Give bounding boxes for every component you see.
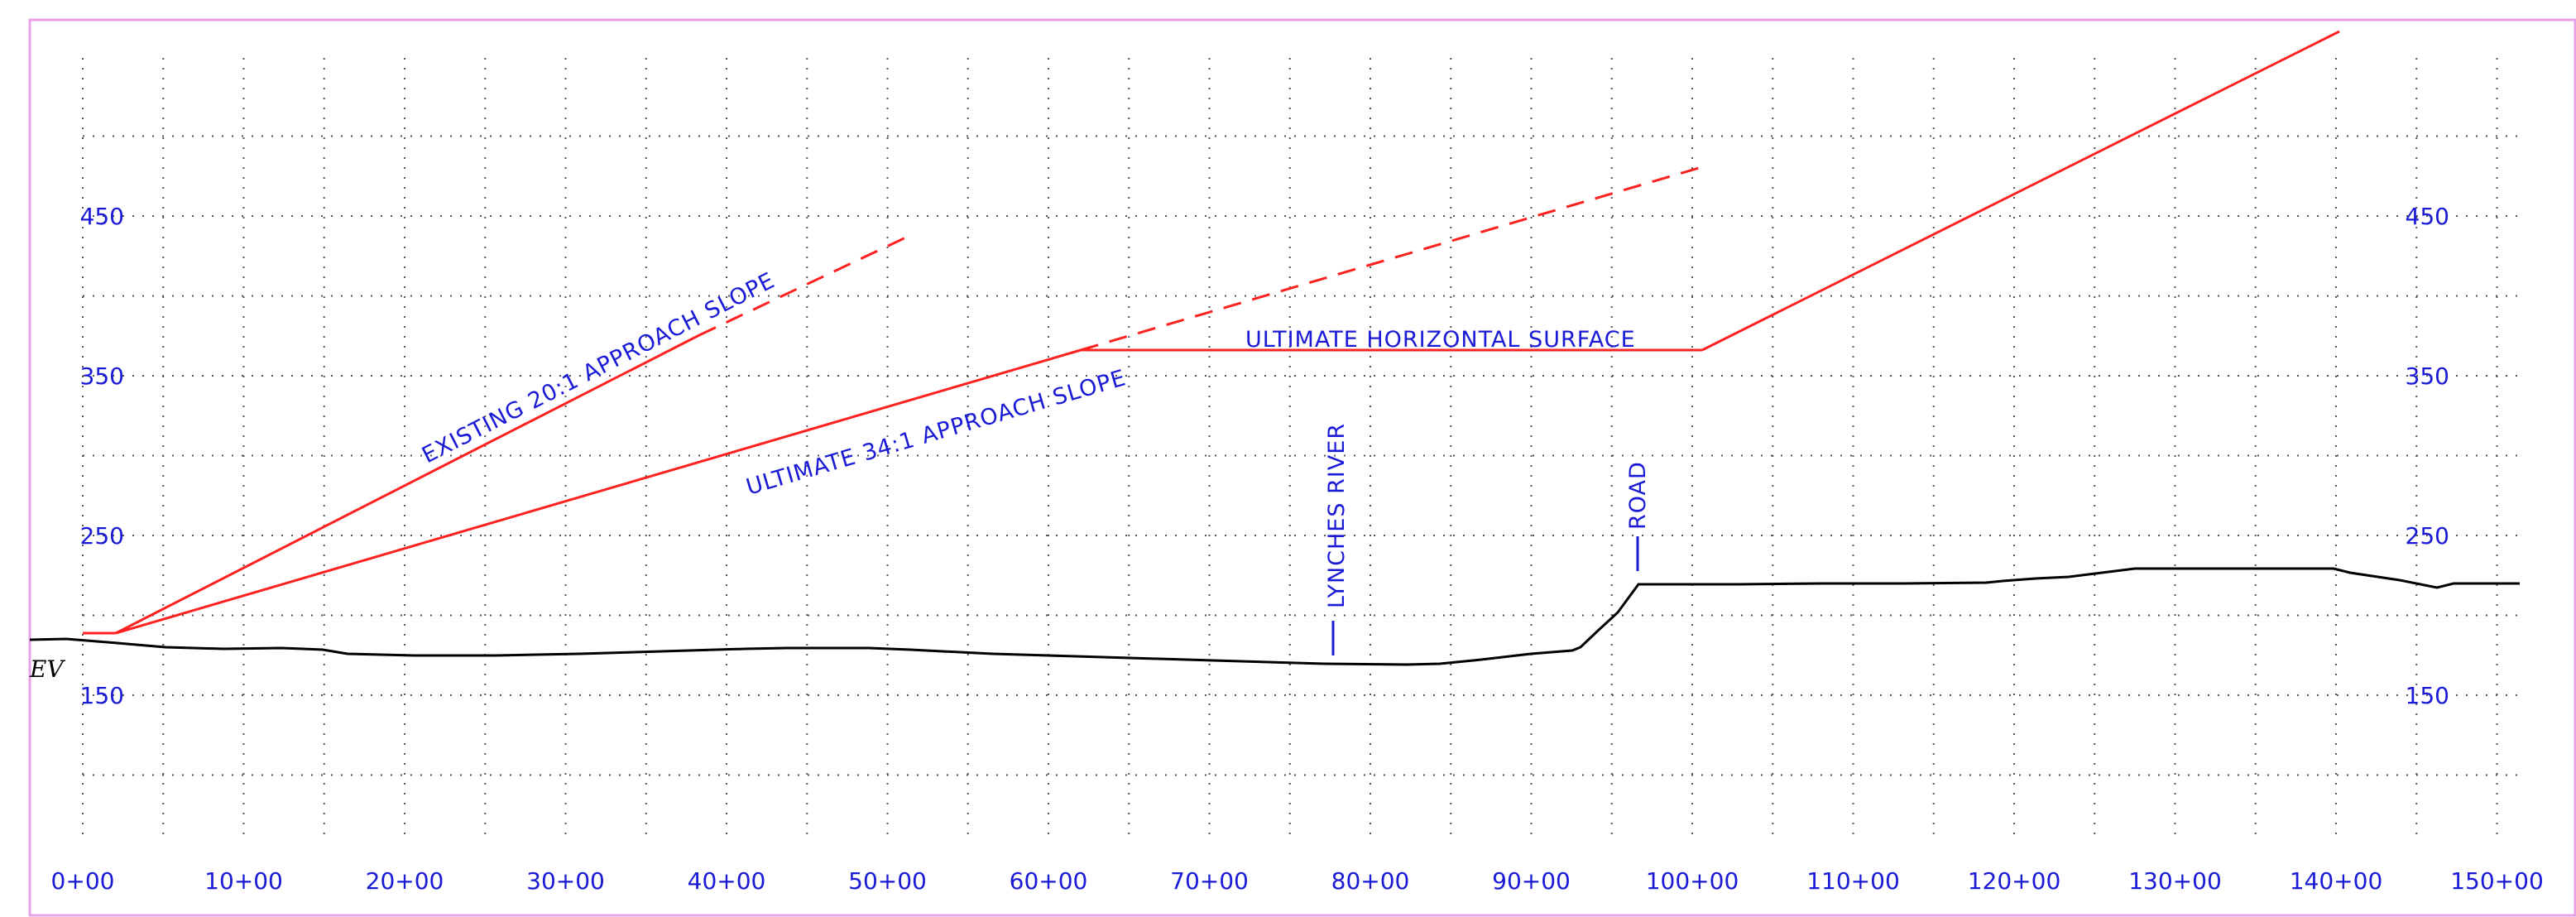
y-tick-label-right: 150 xyxy=(2406,682,2449,709)
existing-approach-slope-extension xyxy=(698,233,914,337)
x-tick-label: 130+00 xyxy=(2128,867,2222,895)
y-tick-label-left: 350 xyxy=(80,362,124,390)
sheet-border xyxy=(28,18,2576,917)
y-axis-labels-left: 150 250 350 450 xyxy=(80,203,124,709)
river-label: LYNCHES RIVER xyxy=(1324,423,1350,608)
x-tick-label: 70+00 xyxy=(1170,867,1249,895)
existing-approach-slope-line xyxy=(115,334,700,635)
y-tick-label-left: 250 xyxy=(80,522,124,550)
y-axis-labels-right: 150 250 350 450 xyxy=(2406,203,2449,709)
x-tick-label: 100+00 xyxy=(1646,867,1739,895)
road-label: ROAD xyxy=(1625,461,1651,530)
x-tick-label: 90+00 xyxy=(1492,867,1571,895)
y-tick-label-right: 250 xyxy=(2406,522,2449,550)
elevation-axis-label: EV xyxy=(29,655,65,683)
x-tick-label: 50+00 xyxy=(848,867,927,895)
x-tick-label: 80+00 xyxy=(1331,867,1410,895)
ultimate-approach-slope-line xyxy=(115,348,1082,635)
x-tick-label: 140+00 xyxy=(2290,867,2383,895)
x-tick-label: 20+00 xyxy=(366,867,444,895)
x-tick-label: 110+00 xyxy=(1806,867,1900,895)
x-axis-labels: 0+00 10+00 20+00 30+00 40+00 50+00 60+00 70+00 8… xyxy=(51,867,2544,895)
ultimate-approach-slope-extension xyxy=(1080,164,1708,352)
x-tick-label: 0+00 xyxy=(51,867,115,895)
y-tick-label-right: 450 xyxy=(2406,203,2449,230)
ultimate-horizontal-surface-label: ULTIMATE HORIZONTAL SURFACE xyxy=(1245,327,1636,353)
x-tick-label: 10+00 xyxy=(204,867,283,895)
x-tick-label: 150+00 xyxy=(2450,867,2544,895)
x-tick-label: 60+00 xyxy=(1010,867,1088,895)
x-tick-label: 120+00 xyxy=(1968,867,2061,895)
y-tick-label-left: 150 xyxy=(80,682,124,709)
x-tick-label: 40+00 xyxy=(688,867,766,895)
y-tick-label-left: 450 xyxy=(80,203,124,230)
ground-profile-line xyxy=(29,567,2520,666)
existing-approach-slope-label: EXISTING 20:1 APPROACH SLOPE xyxy=(418,267,780,468)
x-tick-label: 30+00 xyxy=(526,867,605,895)
y-tick-label-right: 350 xyxy=(2406,362,2449,390)
obstruction-surfaces xyxy=(83,30,2340,635)
transitional-surface-line xyxy=(1701,30,2340,352)
